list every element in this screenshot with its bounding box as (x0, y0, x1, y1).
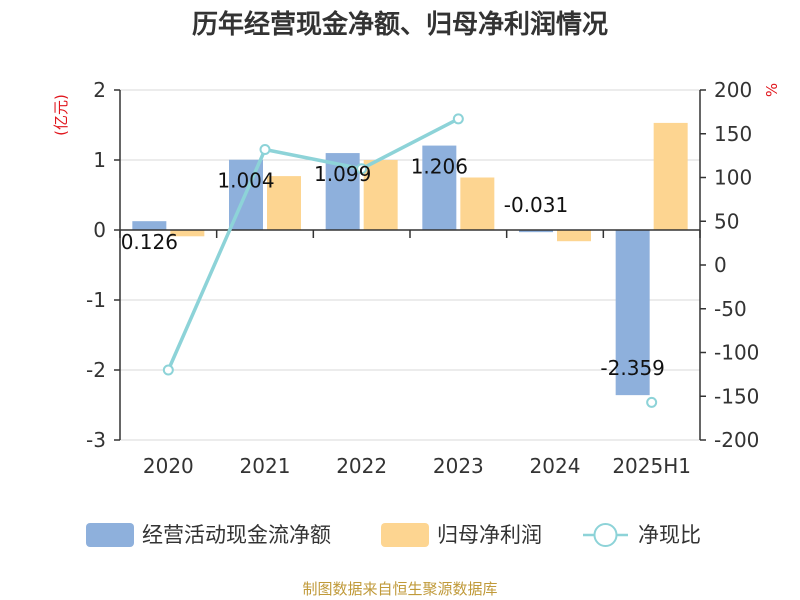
data-label-cash-flow: 1.099 (314, 162, 371, 186)
data-label-cash-flow: 0.126 (121, 230, 178, 254)
chart-title: 历年经营现金净额、归母净利润情况 (192, 9, 608, 40)
legend-label-cash: 经营活动现金流净额 (142, 523, 331, 547)
legend-swatch-ratio-marker (593, 523, 618, 547)
ratio-point (162, 364, 174, 376)
right-tick-label: -50 (714, 297, 747, 321)
bar-cash-flow (132, 221, 167, 230)
category-label: 2023 (433, 454, 484, 478)
left-tick-label: 2 (93, 78, 106, 102)
left-tick-label: -1 (86, 288, 106, 312)
ratio-point (646, 396, 658, 408)
legend-label-ratio: 净现比 (638, 523, 701, 547)
left-tick-label: 0 (93, 218, 106, 242)
right-tick-label: 200 (714, 78, 752, 102)
left-tick-label: 1 (93, 148, 106, 172)
data-label-cash-flow: 1.206 (411, 155, 468, 179)
source-note: 制图数据来自恒生聚源数据库 (302, 580, 497, 598)
axis-layer: 2 1 0 -1 -2 -3 200 150 100 50 0 -50 -100 -150 -200 2020… (86, 78, 759, 478)
right-tick-label: -200 (714, 428, 759, 452)
category-label: 2025H1 (612, 454, 691, 478)
bar-cash-flow (422, 145, 457, 230)
line-layer (162, 113, 658, 408)
bar-net-profit (557, 230, 591, 242)
left-axis-unit: (亿元) (52, 94, 70, 136)
ratio-point (356, 163, 368, 175)
bar-cash-flow (615, 230, 650, 396)
right-tick-label: 100 (714, 166, 752, 190)
right-tick-label: -100 (714, 341, 759, 365)
left-tick-label: -2 (86, 358, 106, 382)
category-label: 2021 (240, 454, 291, 478)
label-layer: 0.126 1.004 1.099 1.206 -0.031 -2.359 (121, 155, 665, 381)
right-tick-label: 50 (714, 209, 739, 233)
legend-label-profit: 归母净利润 (437, 523, 542, 547)
right-tick-label: -150 (714, 384, 759, 408)
category-label: 2020 (143, 454, 194, 478)
legend-swatch-profit (381, 523, 429, 547)
bar-net-profit (170, 230, 205, 237)
ratio-line-segment (166, 117, 460, 371)
bar-net-profit (460, 177, 495, 230)
bar-net-profit (363, 160, 398, 230)
grid-layer (120, 89, 700, 441)
bar-layer (132, 122, 688, 396)
right-tick-label: 0 (714, 253, 727, 277)
bar-cash-flow (519, 230, 553, 233)
data-label-cash-flow: -0.031 (504, 193, 568, 217)
ratio-point (259, 144, 271, 155)
legend-swatch-cash (86, 523, 134, 547)
category-label: 2022 (336, 454, 387, 478)
ratio-point (452, 113, 464, 125)
legend: 经营活动现金流净额 归母净利润 净现比 (86, 523, 701, 547)
data-label-cash-flow: -2.359 (600, 356, 664, 380)
right-axis-unit: % (763, 83, 781, 97)
left-tick-label: -3 (86, 428, 106, 452)
category-label: 2024 (530, 454, 581, 478)
data-label-cash-flow: 1.004 (217, 169, 274, 193)
bar-net-profit (267, 176, 301, 230)
right-tick-label: 150 (714, 122, 752, 146)
bar-net-profit (653, 122, 688, 230)
